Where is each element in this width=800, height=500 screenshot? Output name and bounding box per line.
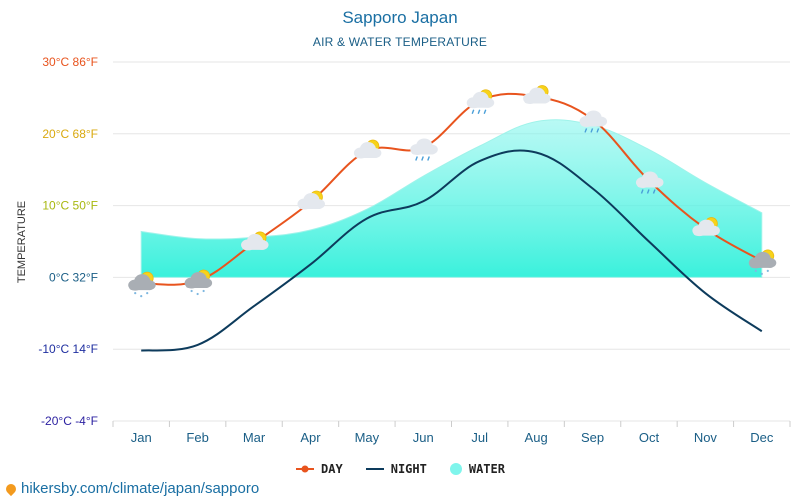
y-tick-label: 30°C 86°F	[42, 55, 98, 69]
legend-day-label: DAY	[321, 462, 343, 476]
legend-item-night[interactable]: NIGHT	[365, 462, 427, 476]
rain-cloud-sun-icon	[466, 89, 495, 115]
x-tick-label: Aug	[525, 430, 548, 445]
y-tick-label: 20°C 68°F	[42, 127, 98, 141]
y-axis-title: TEMPERATURE	[16, 201, 28, 283]
y-tick-label: 0°C 32°F	[49, 270, 98, 284]
snow-cloud-sun-icon	[128, 271, 156, 298]
sun-cloud-icon	[692, 217, 720, 237]
legend-day-marker-icon	[296, 465, 315, 473]
cloud-sun-icon	[523, 85, 551, 104]
source-link[interactable]: hikersby.com/climate/japan/sapporo	[3, 480, 260, 497]
sun-cloud-icon	[241, 231, 269, 251]
x-tick-label: Jul	[471, 430, 488, 445]
source-url: hikersby.com/climate/japan/sapporo	[21, 480, 260, 497]
x-tick-label: Oct	[639, 430, 660, 445]
x-tick-label: Nov	[694, 430, 718, 445]
y-tick-label: -10°C 14°F	[38, 342, 98, 356]
chart-title: Sapporo Japan	[342, 8, 458, 27]
snow-cloud-sun-icon	[748, 249, 777, 275]
legend-item-day[interactable]: DAY	[295, 462, 343, 476]
x-tick-label: Apr	[300, 430, 321, 445]
y-tick-label: 10°C 50°F	[42, 199, 98, 213]
legend-night-label: NIGHT	[390, 462, 427, 476]
x-tick-label: Sep	[581, 430, 604, 445]
x-tick-label: Dec	[750, 430, 774, 445]
chart-legend: DAY NIGHT WATER	[0, 462, 800, 476]
chart-subtitle: AIR & WATER TEMPERATURE	[312, 35, 488, 49]
snow-cloud-sun-icon	[184, 269, 213, 296]
rain-cloud-icon	[410, 138, 438, 161]
rain-cloud-icon	[579, 110, 608, 133]
y-tick-label: -20°C -4°F	[41, 414, 98, 428]
legend-night-marker-icon	[365, 468, 384, 470]
location-pin-icon	[3, 481, 19, 496]
x-tick-label: Jan	[131, 430, 152, 445]
legend-item-water[interactable]: WATER	[449, 462, 505, 476]
legend-water-label: WATER	[468, 462, 505, 476]
x-tick-label: Feb	[186, 430, 208, 445]
x-tick-label: May	[355, 430, 380, 445]
sun-cloud-icon	[353, 139, 382, 159]
legend-water-marker-icon	[449, 463, 462, 475]
sun-cloud-icon	[297, 190, 325, 210]
night-line	[141, 149, 763, 352]
x-tick-label: Jun	[413, 430, 434, 445]
x-tick-label: Mar	[243, 430, 266, 445]
rain-cloud-icon	[635, 171, 664, 194]
